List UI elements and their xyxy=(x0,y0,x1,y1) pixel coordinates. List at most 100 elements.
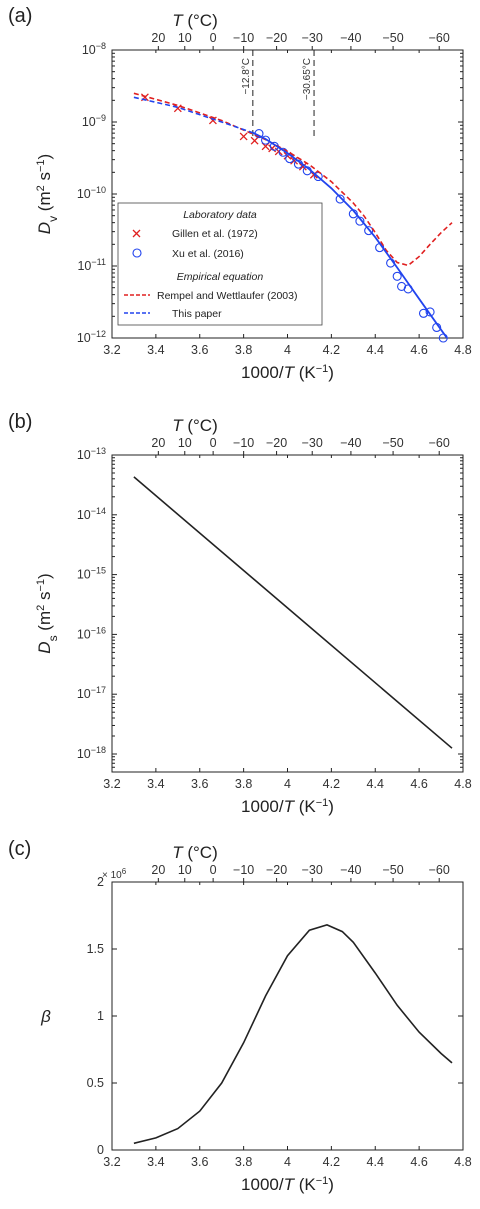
data-point-xu xyxy=(397,281,407,291)
top-tick-label: −10 xyxy=(233,863,254,877)
series-line-this-paper-dashed xyxy=(133,96,254,134)
data-point-gillen xyxy=(283,151,292,160)
y-tick-label: 10−9 xyxy=(82,113,106,129)
y-axis-label: Ds (m2 s−1) xyxy=(35,573,60,653)
y-tick-label: 10−11 xyxy=(77,257,106,273)
y-tick-label: 0.5 xyxy=(87,1076,104,1090)
data-point-gillen xyxy=(309,170,318,179)
legend: Laboratory data Gillen et al. (1972) Xu et… xyxy=(117,202,323,326)
data-point-xu xyxy=(392,271,402,281)
top-tick-label: 20 xyxy=(151,436,165,450)
top-tick-label: 10 xyxy=(178,31,192,45)
y-tick-label: 10−16 xyxy=(77,625,106,641)
series-line xyxy=(133,924,453,1145)
x-axis-label: 1000/T (K−1) xyxy=(241,363,334,382)
x-tick-label: 3.2 xyxy=(103,777,120,791)
legend-box xyxy=(117,202,323,326)
x-tick-label: 3.4 xyxy=(147,343,164,357)
x-tick-label: 3.4 xyxy=(147,777,164,791)
top-axis-label: T (°C) xyxy=(172,416,218,435)
top-tick-label: 0 xyxy=(210,436,217,450)
panel-letter: (c) xyxy=(8,838,31,860)
y-tick-label: 10−17 xyxy=(77,685,106,701)
x-tick-label: 4.4 xyxy=(367,1155,384,1169)
reference-line-label: −12.8°C xyxy=(241,58,252,95)
data-point-xu xyxy=(425,307,435,317)
data-point-xu xyxy=(364,226,374,236)
data-point-gillen xyxy=(290,156,299,165)
data-point-gillen xyxy=(208,116,217,125)
legend-marker-xu xyxy=(132,248,142,258)
x-tick-label: 3.8 xyxy=(235,1155,252,1169)
y-tick-label: 1 xyxy=(97,1009,104,1023)
x-tick-label: 4.8 xyxy=(454,1155,471,1169)
x-tick-label: 4.8 xyxy=(454,343,471,357)
x-tick-label: 3.8 xyxy=(235,777,252,791)
top-tick-label: −30 xyxy=(302,436,323,450)
legend-label-this: This paper xyxy=(172,308,222,320)
x-tick-label: 4.2 xyxy=(323,1155,340,1169)
top-tick-label: −60 xyxy=(429,436,450,450)
top-tick-label: −10 xyxy=(233,436,254,450)
series-line xyxy=(133,476,453,749)
x-tick-label: 4.4 xyxy=(367,343,384,357)
top-tick-label: 0 xyxy=(210,31,217,45)
y-axis-label: Dv (m2 s−1) xyxy=(35,154,60,234)
top-tick-label: −60 xyxy=(429,31,450,45)
legend-marker-gillen xyxy=(132,229,141,238)
x-tick-label: 4.4 xyxy=(367,777,384,791)
panel-letter: (a) xyxy=(8,5,32,27)
plot-frame xyxy=(111,881,464,1151)
top-tick-label: −60 xyxy=(429,863,450,877)
top-tick-label: −50 xyxy=(382,436,403,450)
panel-0: (a) 3.2 3.4 3.6 3.8 4 4.2 4.4 4.6 4.8 1000/T (K−1)… xyxy=(8,5,472,382)
top-tick-label: 20 xyxy=(151,863,165,877)
top-tick-label: 10 xyxy=(178,436,192,450)
x-tick-label: 3.8 xyxy=(235,343,252,357)
top-tick-label: −20 xyxy=(266,436,287,450)
series-line-this-paper xyxy=(252,131,449,338)
top-tick-label: −30 xyxy=(302,863,323,877)
x-axis-label: 1000/T (K−1) xyxy=(241,1175,334,1194)
panel-letter: (b) xyxy=(8,411,32,433)
data-point-xu xyxy=(261,135,271,145)
data-point-xu xyxy=(418,308,429,318)
data-point-gillen xyxy=(250,136,259,145)
legend-label-xu: Xu et al. (2016) xyxy=(172,248,244,260)
x-tick-label: 4 xyxy=(284,343,291,357)
top-tick-label: −40 xyxy=(340,863,361,877)
data-point-gillen xyxy=(239,132,248,141)
data-point-gillen xyxy=(298,162,307,171)
y-tick-label: 10−13 xyxy=(77,446,106,462)
x-tick-label: 3.4 xyxy=(147,1155,164,1169)
x-tick-label: 4.6 xyxy=(410,343,427,357)
y-tick-label: 2 xyxy=(97,875,104,889)
y-axis-label: β xyxy=(40,1007,51,1026)
top-axis-label: T (°C) xyxy=(172,11,218,30)
x-axis-label: 1000/T (K−1) xyxy=(241,797,334,816)
x-tick-label: 4.2 xyxy=(323,777,340,791)
y-tick-label: 10−18 xyxy=(77,745,106,761)
y-tick-label: 0 xyxy=(97,1143,104,1157)
reference-line-label: −30.65°C xyxy=(302,58,313,100)
y-tick-label: 10−14 xyxy=(77,506,106,522)
x-tick-label: 4.6 xyxy=(410,1155,427,1169)
top-axis-label: T (°C) xyxy=(172,843,218,862)
panel-1: (b) 3.2 3.4 3.6 3.8 4 4.2 4.4 4.6 4.8 1000/T (K−1)… xyxy=(8,411,472,816)
y-tick-label: 10−12 xyxy=(77,329,106,345)
y-tick-label: 1.5 xyxy=(87,942,104,956)
top-tick-label: 0 xyxy=(210,863,217,877)
x-tick-label: 4 xyxy=(284,777,291,791)
x-tick-label: 3.2 xyxy=(103,343,120,357)
legend-heading-lab: Laboratory data xyxy=(183,209,257,221)
series-line-rempel xyxy=(133,92,453,267)
legend-heading-emp: Empirical equation xyxy=(177,271,264,283)
x-tick-label: 3.6 xyxy=(191,1155,208,1169)
x-tick-label: 3.6 xyxy=(191,343,208,357)
top-tick-label: −50 xyxy=(382,31,403,45)
x-tick-label: 4.6 xyxy=(410,777,427,791)
top-tick-label: −30 xyxy=(302,31,323,45)
y-multiplier: × 106 xyxy=(102,867,127,882)
x-tick-label: 4 xyxy=(284,1155,291,1169)
